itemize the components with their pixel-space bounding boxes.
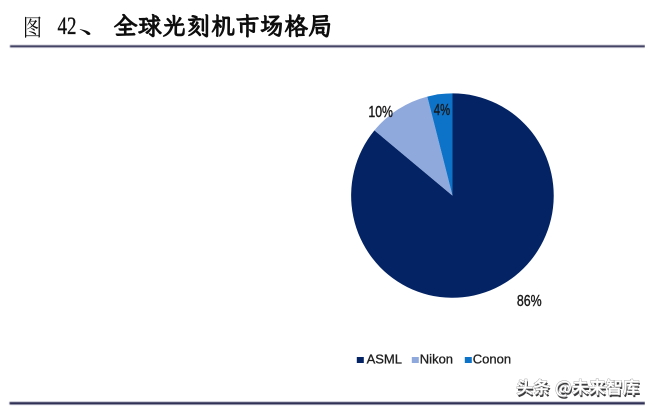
svg-text:4%: 4%: [434, 102, 450, 119]
svg-text:Conon: Conon: [473, 351, 511, 366]
svg-text:86%: 86%: [517, 293, 542, 310]
svg-text:10%: 10%: [368, 104, 393, 121]
svg-text:ASML: ASML: [367, 351, 402, 366]
svg-text:Nikon: Nikon: [420, 351, 453, 366]
svg-text:42: 42: [58, 13, 77, 40]
